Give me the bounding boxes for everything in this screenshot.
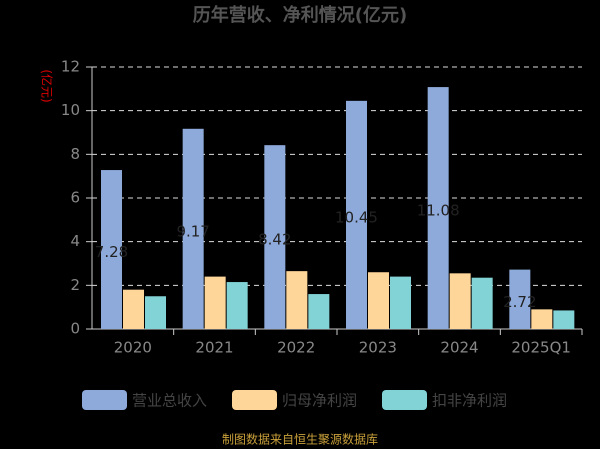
y-tick-label: 8 xyxy=(70,145,80,163)
y-tick-label: 12 xyxy=(61,58,80,76)
legend-swatch xyxy=(82,390,127,410)
x-tick-label: 2023 xyxy=(359,339,397,357)
bar xyxy=(390,276,411,329)
data-label: 8.42 xyxy=(258,231,291,249)
y-tick-label: 6 xyxy=(70,189,80,207)
source-note: 制图数据来自恒生聚源数据库 xyxy=(222,432,378,447)
legend-swatch xyxy=(382,390,427,410)
bar xyxy=(264,145,286,329)
x-tick-label: 2022 xyxy=(277,339,315,357)
bar xyxy=(101,170,122,329)
bar xyxy=(509,269,531,329)
bar xyxy=(553,310,575,329)
x-tick-label: 2021 xyxy=(195,339,233,357)
legend-label: 营业总收入 xyxy=(132,392,207,410)
legend-label: 扣非净利润 xyxy=(432,392,507,410)
y-tick-label: 0 xyxy=(70,320,80,338)
data-label: 9.17 xyxy=(176,222,209,240)
bar xyxy=(427,87,449,329)
legend-swatch xyxy=(232,390,277,410)
bar xyxy=(204,276,226,329)
bar xyxy=(145,296,166,329)
x-tick-label: 2020 xyxy=(114,339,152,357)
y-tick-label: 4 xyxy=(70,232,80,250)
data-label: 11.08 xyxy=(417,202,460,220)
bar xyxy=(286,271,308,329)
y-axis-label: (亿元) xyxy=(40,69,55,102)
bar xyxy=(346,100,367,329)
bar xyxy=(471,277,493,329)
x-tick-label: 2025Q1 xyxy=(511,339,571,357)
y-tick-label: 2 xyxy=(70,276,80,294)
bar xyxy=(368,272,389,329)
bar xyxy=(449,273,471,329)
bar xyxy=(123,289,144,329)
data-label: 2.72 xyxy=(503,293,536,311)
data-label: 10.45 xyxy=(335,208,378,226)
bar xyxy=(308,294,330,329)
bar xyxy=(531,309,553,329)
y-tick-label: 10 xyxy=(61,101,80,119)
chart-title: 历年营收、净利情况(亿元) xyxy=(193,4,407,26)
legend-label: 归母净利润 xyxy=(282,392,357,410)
data-label: 7.28 xyxy=(95,243,128,261)
x-tick-label: 2024 xyxy=(440,339,478,357)
bar xyxy=(226,282,248,329)
bar xyxy=(182,128,204,329)
